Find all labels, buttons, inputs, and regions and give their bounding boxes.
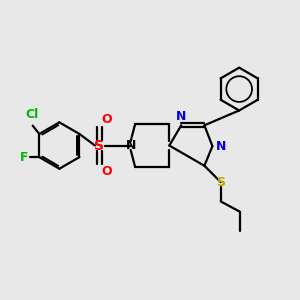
Text: S: S <box>216 176 225 189</box>
Text: N: N <box>176 110 186 123</box>
Text: N: N <box>125 139 136 152</box>
Text: Cl: Cl <box>25 109 38 122</box>
Text: O: O <box>101 113 112 126</box>
Text: O: O <box>101 165 112 178</box>
Text: F: F <box>20 151 29 164</box>
Text: S: S <box>94 139 104 152</box>
Text: N: N <box>216 140 226 153</box>
